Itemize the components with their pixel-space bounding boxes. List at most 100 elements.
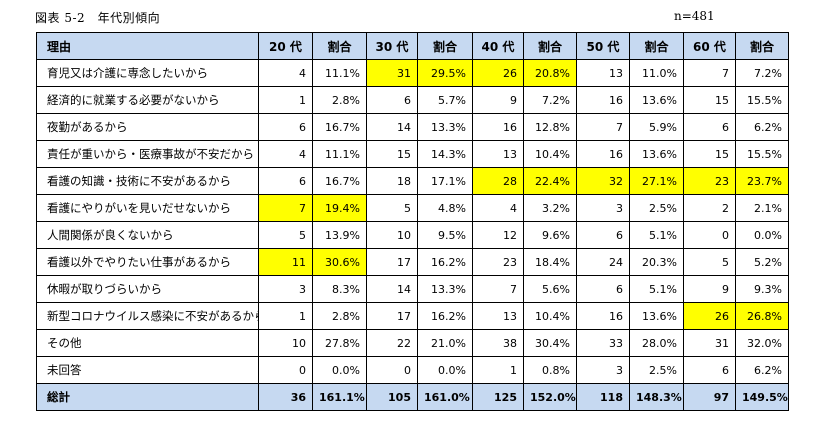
count-cell: 14	[366, 275, 418, 303]
header-ratio: 割合	[523, 32, 577, 60]
table-row: 夜勤があるから 6 16.7% 14 13.3% 16 12.8% 7 5.9% 6 6.2%	[36, 113, 789, 141]
figure-caption: 図表 5-2 年代別傾向	[35, 11, 161, 25]
total-count-cell: 125	[472, 383, 524, 411]
header-age60: 60 代	[683, 32, 736, 60]
count-cell: 3	[576, 194, 630, 222]
ratio-cell: 30.4%	[523, 329, 577, 357]
header-ratio: 割合	[417, 32, 473, 60]
ratio-cell: 11.1%	[312, 140, 367, 168]
count-cell: 0	[258, 356, 313, 384]
header-ratio: 割合	[629, 32, 684, 60]
ratio-cell: 0.8%	[523, 356, 577, 384]
table-row: 休暇が取りづらいから 3 8.3% 14 13.3% 7 5.6% 6 5.1% 9 9.3%	[36, 275, 789, 303]
ratio-cell: 5.9%	[629, 113, 684, 141]
total-count-cell: 118	[576, 383, 630, 411]
count-cell: 15	[366, 140, 418, 168]
total-label: 総計	[36, 383, 259, 411]
reason-cell: 看護以外でやりたい仕事があるから	[36, 248, 259, 276]
ratio-cell: 22.4%	[523, 167, 577, 195]
count-cell: 2	[683, 194, 736, 222]
ratio-cell: 10.4%	[523, 140, 577, 168]
count-cell: 15	[683, 140, 736, 168]
sample-size-label: n=481	[674, 9, 715, 23]
ratio-cell: 6.2%	[735, 113, 789, 141]
total-row: 総計 36 161.1% 105 161.0% 125 152.0% 118 148.3% 97 1…	[36, 383, 789, 411]
ratio-cell: 7.2%	[735, 59, 789, 87]
header-ratio: 割合	[312, 32, 367, 60]
ratio-cell: 16.2%	[417, 302, 473, 330]
count-cell: 1	[258, 302, 313, 330]
ratio-cell: 30.6%	[312, 248, 367, 276]
ratio-cell: 23.7%	[735, 167, 789, 195]
header-row: 理由 20 代 割合 30 代 割合 40 代 割合 50 代 割合 60 代 …	[36, 32, 789, 60]
count-cell: 22	[366, 329, 418, 357]
count-cell: 6	[258, 167, 313, 195]
ratio-cell: 5.1%	[629, 275, 684, 303]
ratio-cell: 26.8%	[735, 302, 789, 330]
ratio-cell: 20.8%	[523, 59, 577, 87]
table-row: その他 10 27.8% 22 21.0% 38 30.4% 33 28.0% 31 32.0%	[36, 329, 789, 357]
ratio-cell: 3.2%	[523, 194, 577, 222]
count-cell: 32	[576, 167, 630, 195]
count-cell: 6	[576, 221, 630, 249]
count-cell: 4	[258, 59, 313, 87]
count-cell: 10	[258, 329, 313, 357]
ratio-cell: 15.5%	[735, 140, 789, 168]
count-cell: 23	[683, 167, 736, 195]
count-cell: 0	[683, 221, 736, 249]
count-cell: 10	[366, 221, 418, 249]
ratio-cell: 14.3%	[417, 140, 473, 168]
ratio-cell: 16.7%	[312, 167, 367, 195]
table-row: 経済的に就業する必要がないから 1 2.8% 6 5.7% 9 7.2% 16 13.6% 15 1…	[36, 86, 789, 114]
ratio-cell: 13.6%	[629, 86, 684, 114]
ratio-cell: 0.0%	[735, 221, 789, 249]
count-cell: 7	[683, 59, 736, 87]
table-row: 未回答 0 0.0% 0 0.0% 1 0.8% 3 2.5% 6 6.2%	[36, 356, 789, 384]
ratio-cell: 11.1%	[312, 59, 367, 87]
count-cell: 24	[576, 248, 630, 276]
ratio-cell: 9.5%	[417, 221, 473, 249]
ratio-cell: 6.2%	[735, 356, 789, 384]
ratio-cell: 5.6%	[523, 275, 577, 303]
header-age40: 40 代	[472, 32, 524, 60]
header-age20: 20 代	[258, 32, 313, 60]
count-cell: 38	[472, 329, 524, 357]
count-cell: 9	[683, 275, 736, 303]
table-row: 看護以外でやりたい仕事があるから 11 30.6% 17 16.2% 23 18.4% 24 2…	[36, 248, 789, 276]
header-reason: 理由	[36, 32, 259, 60]
table-row: 人間関係が良くないから 5 13.9% 10 9.5% 12 9.6% 6 5.1% 0 0.0%	[36, 221, 789, 249]
table-row: 育児又は介護に専念したいから 4 11.1% 31 29.5% 26 20.8% 13 11.0…	[36, 59, 789, 87]
ratio-cell: 5.7%	[417, 86, 473, 114]
ratio-cell: 13.6%	[629, 140, 684, 168]
ratio-cell: 2.1%	[735, 194, 789, 222]
count-cell: 17	[366, 248, 418, 276]
count-cell: 7	[576, 113, 630, 141]
reason-cell: 経済的に就業する必要がないから	[36, 86, 259, 114]
count-cell: 6	[258, 113, 313, 141]
ratio-cell: 12.8%	[523, 113, 577, 141]
reason-cell: 休暇が取りづらいから	[36, 275, 259, 303]
ratio-cell: 15.5%	[735, 86, 789, 114]
ratio-cell: 27.1%	[629, 167, 684, 195]
total-count-cell: 36	[258, 383, 313, 411]
count-cell: 16	[472, 113, 524, 141]
total-ratio-cell: 148.3%	[629, 383, 684, 411]
count-cell: 4	[472, 194, 524, 222]
ratio-cell: 2.5%	[629, 194, 684, 222]
reason-cell: 看護の知識・技術に不安があるから	[36, 167, 259, 195]
count-cell: 17	[366, 302, 418, 330]
count-cell: 4	[258, 140, 313, 168]
ratio-cell: 28.0%	[629, 329, 684, 357]
count-cell: 13	[472, 140, 524, 168]
ratio-cell: 18.4%	[523, 248, 577, 276]
ratio-cell: 16.7%	[312, 113, 367, 141]
ratio-cell: 0.0%	[417, 356, 473, 384]
count-cell: 6	[683, 113, 736, 141]
reason-cell: 人間関係が良くないから	[36, 221, 259, 249]
reason-cell: 看護にやりがいを見いだせないから	[36, 194, 259, 222]
ratio-cell: 4.8%	[417, 194, 473, 222]
ratio-cell: 8.3%	[312, 275, 367, 303]
count-cell: 31	[683, 329, 736, 357]
ratio-cell: 19.4%	[312, 194, 367, 222]
count-cell: 12	[472, 221, 524, 249]
